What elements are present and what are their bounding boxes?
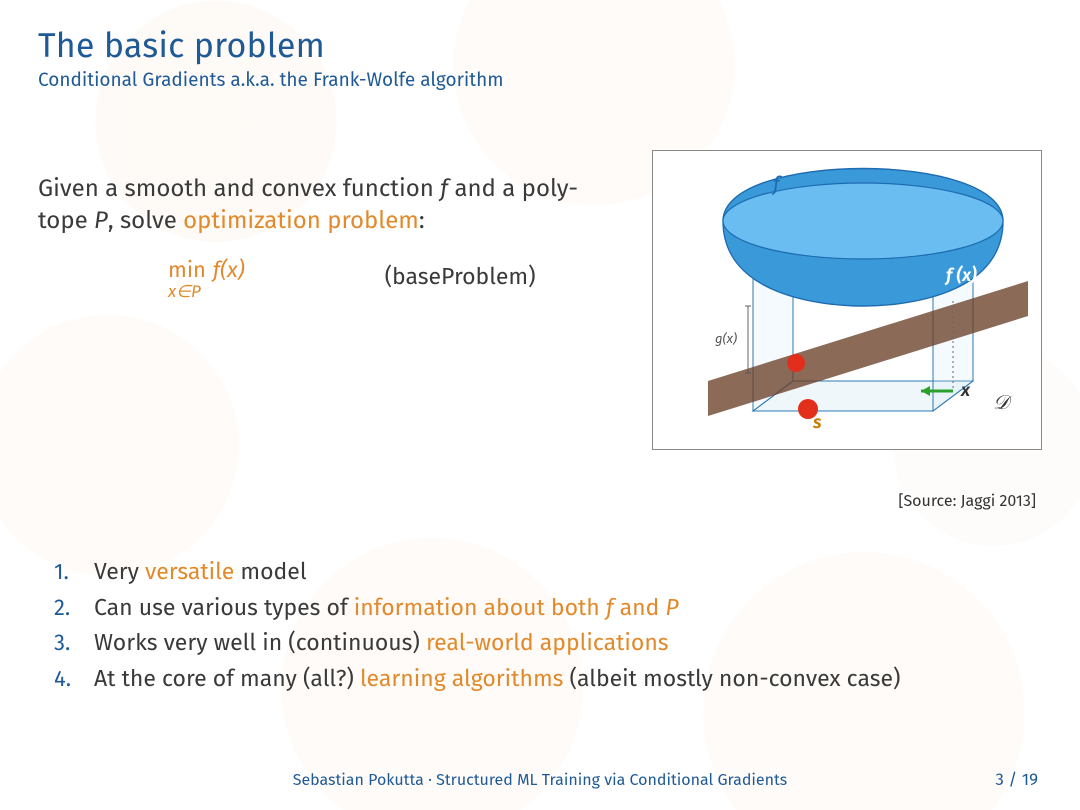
fig-label-D: 𝒟 <box>993 391 1013 415</box>
fig-label-gx: g(x) <box>715 331 737 347</box>
point-1: Very versatile model <box>86 555 1042 591</box>
formula-label: (baseProblem) <box>385 263 536 291</box>
point-2-hl: information about both f and P <box>354 594 679 622</box>
formula-fx: f(x) <box>213 256 245 283</box>
fig-label-fx: f (x) <box>944 264 977 286</box>
intro-line2b: , solve <box>108 207 183 235</box>
point-4-pre: At the core of many (all?) <box>94 665 360 693</box>
page-sep: / <box>1004 769 1022 790</box>
point-4: At the core of many (all?) learning algo… <box>86 662 1042 698</box>
intro-mid1: and a poly- <box>448 175 578 203</box>
fig-label-s: s <box>812 411 822 433</box>
content-row: Given a smooth and convex function f and… <box>38 150 1042 511</box>
figure-frame: f f (x) g(x) s x 𝒟 <box>652 150 1042 450</box>
intro-pre: Given a smooth and convex function <box>38 175 440 203</box>
points-list: Very versatile model Can use various typ… <box>86 555 1042 698</box>
point-3-pre: Works very well in (continuous) <box>94 629 426 657</box>
formula: min f(x) x∈P <box>168 259 245 300</box>
point-4-hl: learning algorithms <box>360 665 563 693</box>
formula-min: min <box>168 256 206 283</box>
slide-subtitle: Conditional Gradients a.k.a. the Frank-W… <box>38 69 1042 92</box>
point-2-pre: Can use various types of <box>94 594 354 622</box>
figure-source: [Source: Jaggi 2013] <box>898 492 1036 511</box>
point-2: Can use various types of information abo… <box>86 591 1042 627</box>
footer: Sebastian Pokutta · Structured ML Traini… <box>0 771 1080 790</box>
intro-block: Given a smooth and convex function f and… <box>38 150 642 511</box>
formula-constraint: x∈P <box>168 283 245 300</box>
intro-hl: optimization problem <box>183 207 419 235</box>
point-1-pre: Very <box>94 558 145 586</box>
fig-label-x: x <box>960 379 971 401</box>
point-3: Works very well in (continuous) real-wor… <box>86 626 1042 662</box>
intro-line2c: : <box>419 207 425 235</box>
footer-text: Sebastian Pokutta · Structured ML Traini… <box>293 771 788 790</box>
point-3-hl: real-world applications <box>426 629 669 657</box>
figure-column: f f (x) g(x) s x 𝒟 [Source: Jaggi 2013] <box>642 150 1042 511</box>
intro-P: P <box>94 207 108 235</box>
figure-svg: f f (x) g(x) s x 𝒟 <box>653 151 1042 450</box>
slide-title: The basic problem <box>38 26 1042 67</box>
point-4-post: (albeit mostly non-convex case) <box>563 665 900 693</box>
slide: The basic problem Conditional Gradients … <box>0 0 1080 810</box>
point-1-post: model <box>234 558 306 586</box>
formula-row: min f(x) x∈P (baseProblem) <box>38 259 626 300</box>
intro-text: Given a smooth and convex function f and… <box>38 174 626 237</box>
point-1-hl: versatile <box>145 558 234 586</box>
ball-on-plane <box>787 354 805 372</box>
intro-f: f <box>440 175 448 203</box>
gx-bracket <box>745 306 751 373</box>
page-number: 3 / 19 <box>995 769 1038 790</box>
page-total: 19 <box>1022 769 1038 790</box>
page-current: 3 <box>995 769 1003 790</box>
intro-line2a: tope <box>38 207 94 235</box>
